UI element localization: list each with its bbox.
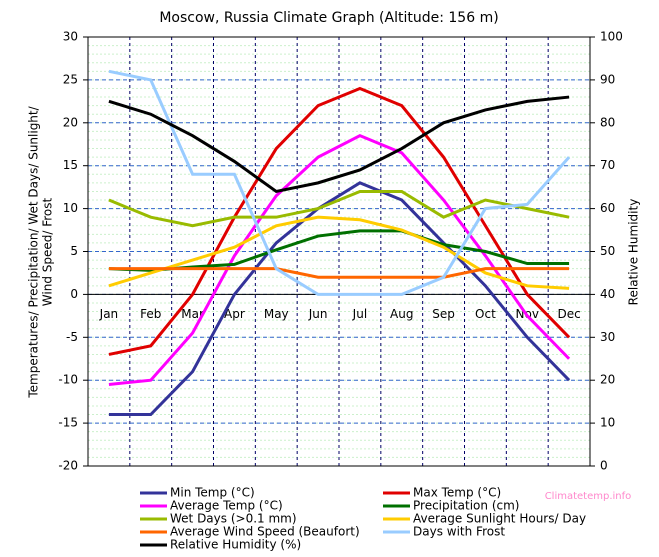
x-tick-label: Mar — [181, 307, 204, 321]
y-tick-label: 10 — [63, 201, 78, 215]
x-tick-label: Oct — [475, 307, 496, 321]
legend-label: Precipitation (cm) — [413, 499, 519, 513]
y2-tick-label: 70 — [600, 158, 615, 172]
x-tick-label: Dec — [557, 307, 580, 321]
legend-label: Wet Days (>0.1 mm) — [170, 512, 297, 526]
series-line — [108, 86, 571, 356]
y-axis-title: Wind Speed/ Frost — [41, 197, 55, 306]
y2-tick-label: 0 — [600, 459, 608, 473]
y2-tick-label: 50 — [600, 244, 615, 258]
x-tick-label: Aug — [390, 307, 413, 321]
series-line — [108, 95, 570, 194]
series-line — [108, 189, 570, 228]
y-tick-label: 15 — [63, 158, 78, 172]
x-tick-label: Sep — [432, 307, 455, 321]
plot-frame — [87, 36, 591, 467]
y2-tick-label: 90 — [600, 72, 615, 86]
legend-label: Max Temp (°C) — [413, 486, 501, 500]
x-tick-label: Jan — [99, 307, 119, 321]
y-tick-label: -10 — [58, 373, 78, 387]
chart-title: Moscow, Russia Climate Graph (Altitude: … — [159, 10, 498, 26]
series-line — [108, 134, 571, 386]
y-tick-label: 20 — [63, 115, 78, 129]
series-line — [108, 215, 570, 290]
legend-label: Days with Frost — [413, 525, 505, 539]
y2-tick-label: 40 — [600, 287, 615, 301]
y2-tick-label: 100 — [600, 30, 623, 44]
y2-axis-title: Relative Humidity — [627, 199, 641, 306]
y-tick-label: 5 — [70, 244, 78, 258]
legend-label: Min Temp (°C) — [170, 486, 255, 500]
x-tick-label: Feb — [140, 307, 161, 321]
y-tick-label: 30 — [63, 30, 78, 44]
legend-label: Average Wind Speed (Beaufort) — [170, 525, 360, 539]
y2-tick-label: 60 — [600, 201, 615, 215]
legend-label: Average Temp (°C) — [170, 499, 283, 513]
y2-tick-label: 10 — [600, 416, 615, 430]
legend-label: Relative Humidity (%) — [170, 538, 301, 552]
y-tick-label: -5 — [66, 330, 78, 344]
series-line — [108, 69, 571, 296]
x-tick-label: Jul — [352, 307, 367, 321]
watermark: Climatetemp.info — [545, 491, 632, 502]
legend-label: Average Sunlight Hours/ Day — [413, 512, 586, 526]
x-tick-label: Apr — [224, 307, 245, 321]
y2-tick-label: 20 — [600, 373, 615, 387]
y-axis-title: Temperatures/ Precipitation/ Wet Days/ S… — [27, 105, 41, 398]
y-tick-label: -15 — [58, 416, 78, 430]
x-tick-label: Jun — [308, 307, 328, 321]
y-tick-label: 25 — [63, 72, 78, 86]
y2-tick-label: 80 — [600, 115, 615, 129]
y-tick-label: 0 — [70, 287, 78, 301]
series-line — [108, 181, 571, 417]
series-line — [108, 267, 570, 279]
x-tick-label: May — [264, 307, 289, 321]
y-tick-label: -20 — [58, 459, 78, 473]
y2-tick-label: 30 — [600, 330, 615, 344]
